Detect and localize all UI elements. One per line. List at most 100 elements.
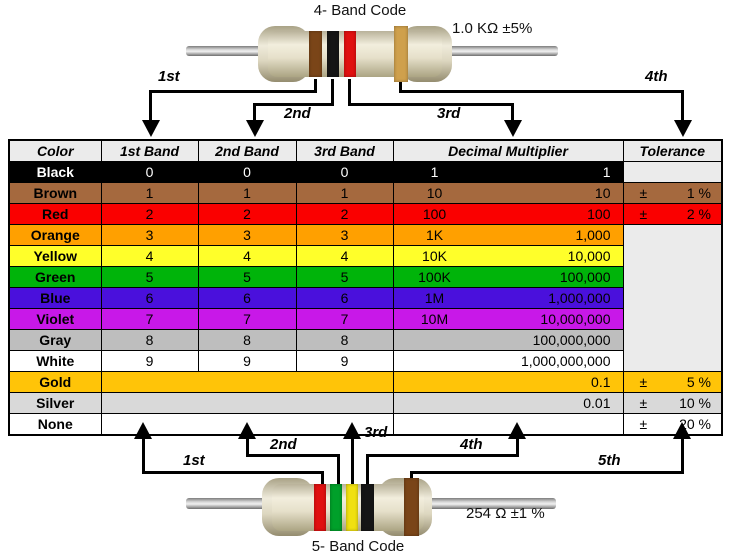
arrow-segment: [149, 90, 317, 93]
band-red: [314, 484, 326, 531]
table-row-yellow: Yellow 4 4 4 10K 10,000: [8, 245, 722, 267]
tolerance-merged-cell: [622, 224, 723, 372]
arrowhead-down-3rd: [504, 120, 522, 137]
color-name: Yellow: [8, 245, 102, 267]
band-red: [344, 31, 356, 77]
table-row-gray: Gray 8 8 8 100,000,000: [8, 329, 722, 351]
multiplier-value: 100,000,000: [532, 332, 611, 348]
arrow-segment: [366, 454, 369, 488]
table-header-row: Color 1st Band 2nd Band 3rd Band Decimal…: [8, 139, 723, 162]
arrow-label-1st: 1st: [158, 68, 180, 85]
table-row-gold: Gold 0.1 ±5 %: [8, 371, 723, 393]
band1-digit: 1: [100, 182, 199, 204]
color-code-table: Color 1st Band 2nd Band 3rd Band Decimal…: [8, 139, 723, 436]
multiplier-cell: 1,000,000,000: [392, 350, 624, 372]
plus-minus-sign: ±: [639, 206, 648, 222]
arrowhead-down-4th: [674, 120, 692, 137]
table-row-silver: Silver 0.01 ±10 %: [8, 392, 723, 414]
arrow-segment: [321, 471, 324, 488]
arrow-segment: [337, 454, 340, 488]
arrow-segment: [681, 436, 684, 474]
arrow-segment: [348, 79, 351, 106]
arrowhead-down-1st: [142, 120, 160, 137]
color-name: None: [8, 413, 102, 436]
band2-digit: 9: [197, 350, 297, 372]
band3-digit: 5: [295, 266, 394, 288]
band3-digit: 2: [295, 203, 394, 225]
band-yellow: [346, 484, 358, 531]
band3-digit: 3: [295, 224, 394, 246]
multiplier-cell: 100,000,000: [392, 329, 624, 351]
band2-digit: 4: [197, 245, 297, 267]
band3-digit: 6: [295, 287, 394, 309]
table-row-red: Red 2 2 2 100 100 ±2 %: [8, 203, 723, 225]
multiplier-cell: 100 100: [392, 203, 624, 225]
arrow-segment: [410, 471, 413, 484]
table-row-white: White 9 9 9 1,000,000,000: [8, 350, 722, 372]
tolerance-value: 2 %: [686, 206, 711, 222]
plus-minus-sign: ±: [639, 395, 648, 411]
header-color: Color: [8, 139, 102, 162]
table-row-blue: Blue 6 6 6 1M 1,000,000: [8, 287, 722, 309]
multiplier-prefix: 10: [426, 185, 443, 201]
header-1st-band: 1st Band: [100, 139, 199, 162]
multiplier-value: 1,000,000,000: [520, 353, 611, 369]
arrow-segment: [246, 454, 340, 457]
band1-digit: 2: [100, 203, 199, 225]
multiplier-value: 1: [602, 164, 611, 180]
band1-digit: 4: [100, 245, 199, 267]
multiplier-value: 10,000: [567, 248, 611, 264]
arrowhead-up-5th: [673, 422, 691, 439]
multiplier-prefix: 100: [422, 206, 447, 222]
multiplier-prefix: 10M: [420, 311, 449, 327]
band2-digit: 2: [197, 203, 297, 225]
multiplier-value: 10,000,000: [540, 311, 611, 327]
multiplier-prefix: 1M: [424, 290, 445, 306]
header-decimal-multiplier: Decimal Multiplier: [392, 139, 624, 162]
header-tolerance: Tolerance: [622, 139, 723, 162]
band2-digit: 6: [197, 287, 297, 309]
arrow-segment: [399, 82, 402, 92]
arrow-segment: [253, 103, 256, 123]
arrow-segment: [331, 79, 334, 106]
tolerance-value: 5 %: [686, 374, 711, 390]
band3-digit: 9: [295, 350, 394, 372]
color-name: Orange: [8, 224, 102, 246]
plus-minus-sign: ±: [639, 416, 648, 432]
multiplier-cell: 0.01: [392, 392, 624, 414]
multiplier-value: 100,000: [559, 269, 611, 285]
arrow-label-3rd: 3rd: [437, 105, 461, 122]
four-band-value-label: 1.0 KΩ ±5%: [452, 20, 533, 37]
band-brown: [309, 31, 322, 77]
bands-merged-cell: [100, 392, 394, 414]
color-name: Gold: [8, 371, 102, 393]
color-name: Silver: [8, 392, 102, 414]
tolerance-cell-empty: [622, 161, 723, 183]
band1-digit: 5: [100, 266, 199, 288]
tolerance-cell: ±10 %: [622, 392, 723, 414]
band1-digit: 7: [100, 308, 199, 330]
bands-merged-cell: [100, 371, 394, 393]
color-name: Gray: [8, 329, 102, 351]
arrow-segment: [314, 79, 317, 92]
arrow-segment: [246, 436, 249, 457]
band3-digit: 1: [295, 182, 394, 204]
multiplier-cell: 10 10: [392, 182, 624, 204]
plus-minus-sign: ±: [639, 185, 648, 201]
band3-digit: 8: [295, 329, 394, 351]
color-name: Blue: [8, 287, 102, 309]
tolerance-value: 10 %: [679, 395, 711, 411]
header-3rd-band: 3rd Band: [295, 139, 394, 162]
arrow-segment: [142, 436, 145, 474]
color-name: Red: [8, 203, 102, 225]
four-band-title: 4- Band Code: [313, 2, 407, 19]
multiplier-value: 100: [587, 206, 611, 222]
multiplier-value: 0.1: [591, 374, 611, 390]
band-green: [330, 484, 342, 531]
arrow-label-1st: 1st: [183, 452, 205, 469]
band1-digit: 9: [100, 350, 199, 372]
arrow-segment: [368, 454, 519, 457]
five-band-value-label: 254 Ω ±1 %: [466, 505, 545, 522]
band-black: [361, 484, 374, 531]
